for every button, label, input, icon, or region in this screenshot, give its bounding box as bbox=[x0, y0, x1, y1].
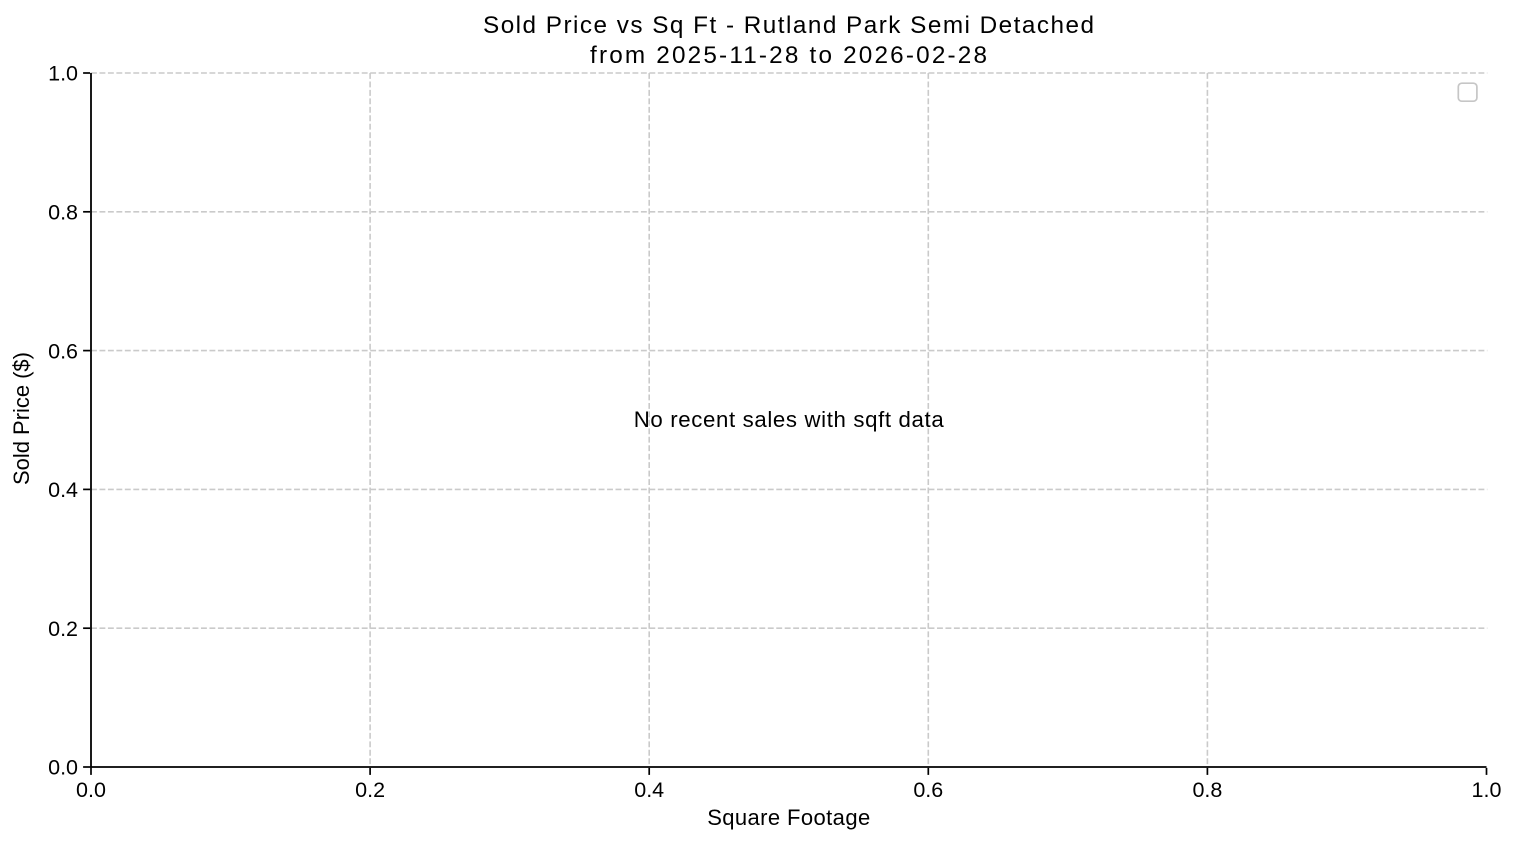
svg-text:0.6: 0.6 bbox=[913, 778, 943, 802]
svg-text:0.2: 0.2 bbox=[48, 617, 78, 641]
svg-text:1.0: 1.0 bbox=[1472, 778, 1502, 802]
svg-text:0.0: 0.0 bbox=[76, 778, 106, 802]
svg-text:0.8: 0.8 bbox=[1192, 778, 1222, 802]
svg-text:0.4: 0.4 bbox=[48, 478, 78, 502]
svg-text:0.4: 0.4 bbox=[634, 778, 664, 802]
svg-text:0.2: 0.2 bbox=[355, 778, 385, 802]
svg-text:0.0: 0.0 bbox=[48, 756, 78, 780]
svg-text:0.8: 0.8 bbox=[48, 201, 78, 225]
svg-text:No recent sales with sqft data: No recent sales with sqft data bbox=[634, 407, 945, 432]
svg-text:0.6: 0.6 bbox=[48, 339, 78, 363]
svg-text:Sold Price vs Sq Ft - Rutland: Sold Price vs Sq Ft - Rutland Park Semi … bbox=[483, 12, 1094, 39]
svg-text:1.0: 1.0 bbox=[48, 62, 78, 86]
svg-text:Square Footage: Square Footage bbox=[707, 805, 870, 830]
svg-text:Sold Price ($): Sold Price ($) bbox=[9, 352, 34, 485]
svg-text:from 2025-11-28 to 2026-02-28: from 2025-11-28 to 2026-02-28 bbox=[590, 42, 987, 69]
